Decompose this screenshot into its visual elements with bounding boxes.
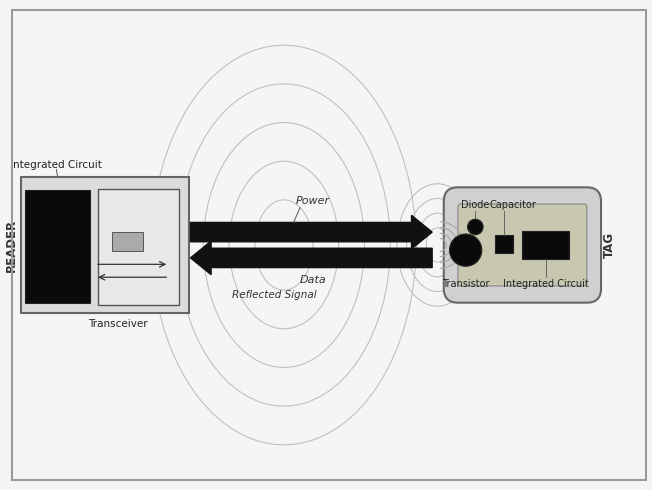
Text: Diode: Diode — [461, 199, 490, 210]
Circle shape — [467, 219, 483, 235]
Bar — [522, 231, 569, 259]
Text: TAG: TAG — [603, 232, 616, 258]
Bar — [25, 190, 90, 303]
Text: Transceiver: Transceiver — [88, 319, 147, 329]
Bar — [496, 235, 513, 253]
Text: Integrated Circuit: Integrated Circuit — [10, 160, 102, 170]
Bar — [98, 189, 179, 305]
Text: Reflected Signal: Reflected Signal — [232, 290, 317, 300]
FancyBboxPatch shape — [458, 204, 587, 286]
FancyBboxPatch shape — [444, 187, 601, 303]
Text: Capacitor: Capacitor — [489, 199, 536, 210]
Text: Power: Power — [296, 196, 330, 206]
Circle shape — [450, 234, 482, 266]
Text: Integrated Circuit: Integrated Circuit — [503, 278, 589, 289]
Text: READER: READER — [5, 219, 18, 271]
Bar — [113, 232, 143, 251]
FancyArrow shape — [190, 215, 432, 249]
Text: Transistor: Transistor — [442, 278, 490, 289]
FancyArrow shape — [190, 241, 432, 275]
Bar — [21, 177, 188, 313]
Text: Data: Data — [299, 275, 326, 285]
